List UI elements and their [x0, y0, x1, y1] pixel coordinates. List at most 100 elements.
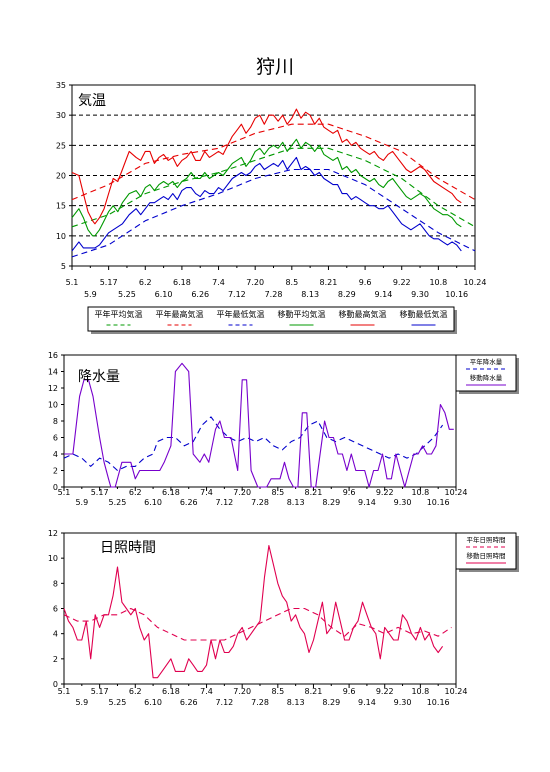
chart-3: 0 2 4 6 8 10 12 5.1 5.17 6.2 6.18 7.4 7.20 8.5 8.21 9.6…	[48, 529, 519, 707]
y-tick-label: 5	[61, 262, 66, 271]
x-tick-label: 9.22	[376, 488, 394, 497]
y-tick-label: 30	[56, 111, 66, 120]
legend: 平年平均気温 平年最高気温 平年最低気温 移動平均気温 移動最高気温 移動最低気温	[87, 306, 457, 334]
chart-1: 5 10 15 20 25 30 35 5.1 5.17 6.2 6.18 7.4 7.20 8.5 8.2…	[56, 81, 487, 334]
x-tick-label: 8.21	[320, 278, 338, 287]
x-tick-label: 5.25	[109, 698, 127, 707]
x-tick-label: 5.1	[66, 278, 79, 287]
x-tick-label: 6.18	[173, 278, 191, 287]
x-tick-label: 10.24	[445, 687, 468, 696]
x-tick-label: 7.28	[251, 498, 269, 507]
x-tick-label: 6.26	[180, 498, 198, 507]
legend-label: 移動最低気温	[400, 309, 448, 319]
x-tick-label: 7.28	[265, 290, 283, 299]
x-tick-label: 7.20	[233, 687, 251, 696]
x-tick-label: 5.17	[91, 687, 109, 696]
series-line-2	[63, 545, 444, 679]
legend-label: 平年日照時間	[467, 535, 506, 544]
y-tick-label: 16	[48, 351, 58, 360]
x-tick-label: 5.25	[109, 498, 127, 507]
legend-label: 平年最高気温	[156, 309, 204, 319]
x-tick-label: 6.10	[144, 698, 162, 707]
x-tick-label: 9.6	[359, 278, 372, 287]
x-tick-label: 5.17	[91, 488, 109, 497]
x-tick-label: 5.1	[58, 488, 71, 497]
x-tick-label: 8.13	[287, 698, 305, 707]
y-tick-label: 0	[53, 680, 58, 689]
y-tick-label: 25	[56, 141, 66, 150]
y-tick-label: 12	[48, 529, 58, 538]
x-tick-label: 9.6	[343, 488, 356, 497]
x-tick-label: 7.4	[212, 278, 225, 287]
y-tick-label: 15	[56, 202, 66, 211]
series-line-5	[71, 108, 462, 225]
y-tick-label: 8	[53, 579, 58, 588]
x-tick-label: 8.29	[322, 698, 340, 707]
y-tick-label: 10	[56, 232, 66, 241]
x-tick-label: 6.26	[180, 698, 198, 707]
legend-box	[87, 306, 455, 332]
x-tick-label: 8.5	[285, 278, 298, 287]
x-tick-label: 5.25	[118, 290, 136, 299]
x-tick-label: 8.29	[322, 498, 340, 507]
x-tick-label: 6.18	[162, 687, 180, 696]
x-tick-label: 8.5	[271, 488, 284, 497]
x-tick-label: 9.30	[394, 698, 412, 707]
y-tick-label: 20	[56, 172, 66, 181]
legend-label: 移動最高気温	[339, 309, 387, 319]
x-tick-label: 7.4	[200, 687, 213, 696]
x-tick-label: 10.8	[411, 488, 429, 497]
x-tick-label: 8.29	[338, 290, 356, 299]
x-tick-label: 5.9	[75, 498, 88, 507]
y-tick-label: 10	[48, 401, 58, 410]
y-tick-label: 4	[53, 450, 58, 459]
legend-label: 平年降水量	[470, 357, 503, 366]
y-tick-label: 4	[53, 630, 58, 639]
x-tick-label: 10.8	[429, 278, 447, 287]
x-tick-label: 8.13	[287, 498, 305, 507]
y-tick-label: 12	[48, 384, 58, 393]
series-line-6	[71, 156, 462, 252]
y-tick-label: 10	[48, 554, 58, 563]
x-tick-label: 7.20	[246, 278, 264, 287]
series-line-2	[71, 123, 476, 201]
legend-label: 移動降水量	[470, 373, 503, 382]
x-tick-label: 10.24	[445, 488, 468, 497]
legend-label: 移動平均気温	[278, 309, 326, 319]
x-tick-label: 8.13	[301, 290, 319, 299]
x-tick-label: 8.5	[271, 687, 284, 696]
series-line-3	[71, 168, 476, 258]
x-tick-label: 6.10	[155, 290, 173, 299]
x-tick-label: 5.9	[75, 698, 88, 707]
x-tick-label: 9.22	[376, 687, 394, 696]
x-tick-label: 6.2	[139, 278, 152, 287]
x-tick-label: 9.14	[358, 698, 376, 707]
x-tick-label: 9.30	[411, 290, 429, 299]
plot-frame	[71, 84, 476, 267]
y-tick-label: 2	[53, 655, 58, 664]
x-tick-label: 10.8	[411, 687, 429, 696]
chart-2: 0 2 4 6 8 10 12 14 16 5.1 5.17 6.2 6.18 7.4 7.20 8.5 8.2…	[48, 351, 519, 507]
legend-label: 平年最低気温	[217, 309, 265, 319]
x-tick-label: 10.24	[464, 278, 487, 287]
y-tick-label: 2	[53, 467, 58, 476]
x-tick-label: 10.16	[427, 498, 450, 507]
series-line-2	[64, 362, 454, 488]
x-tick-label: 9.6	[343, 687, 356, 696]
x-tick-label: 7.4	[200, 488, 213, 497]
x-tick-label: 5.9	[84, 290, 97, 299]
x-tick-label: 6.10	[144, 498, 162, 507]
page-title: 狩川	[255, 56, 294, 78]
x-tick-label: 6.2	[129, 687, 142, 696]
x-tick-label: 6.18	[162, 488, 180, 497]
plot-frame	[63, 354, 457, 488]
x-tick-label: 8.21	[305, 687, 323, 696]
x-tick-label: 7.12	[215, 498, 233, 507]
chart-title: 降水量	[78, 369, 120, 385]
x-tick-label: 10.16	[445, 290, 468, 299]
x-tick-label: 7.28	[251, 698, 269, 707]
